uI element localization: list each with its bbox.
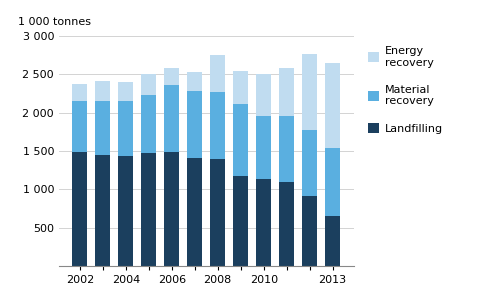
Bar	[279, 182, 294, 266]
Bar	[72, 152, 87, 266]
Text: 1 000 tonnes: 1 000 tonnes	[18, 17, 91, 27]
Bar	[141, 95, 156, 153]
Bar	[256, 116, 271, 178]
Bar	[302, 54, 317, 130]
Bar	[164, 68, 179, 85]
Bar	[210, 159, 225, 266]
Bar	[279, 68, 294, 116]
Bar	[95, 155, 110, 266]
Bar	[164, 85, 179, 152]
Bar	[141, 153, 156, 266]
Bar	[210, 55, 225, 92]
Bar	[256, 178, 271, 266]
Bar	[233, 104, 248, 176]
Bar	[118, 82, 133, 101]
Bar	[302, 196, 317, 266]
Bar	[325, 63, 340, 148]
Bar	[187, 72, 202, 91]
Bar	[279, 116, 294, 182]
Bar	[187, 91, 202, 158]
Bar	[233, 176, 248, 266]
Bar	[187, 158, 202, 266]
Bar	[256, 75, 271, 116]
Bar	[95, 101, 110, 155]
Legend: Energy
recovery, Material
recovery, Landfilling: Energy recovery, Material recovery, Land…	[368, 47, 443, 134]
Bar	[118, 101, 133, 156]
Bar	[164, 152, 179, 266]
Bar	[95, 81, 110, 101]
Bar	[118, 156, 133, 266]
Bar	[302, 130, 317, 196]
Bar	[325, 216, 340, 266]
Bar	[141, 75, 156, 95]
Bar	[210, 92, 225, 159]
Bar	[72, 84, 87, 101]
Bar	[233, 71, 248, 104]
Bar	[72, 101, 87, 152]
Bar	[325, 148, 340, 216]
